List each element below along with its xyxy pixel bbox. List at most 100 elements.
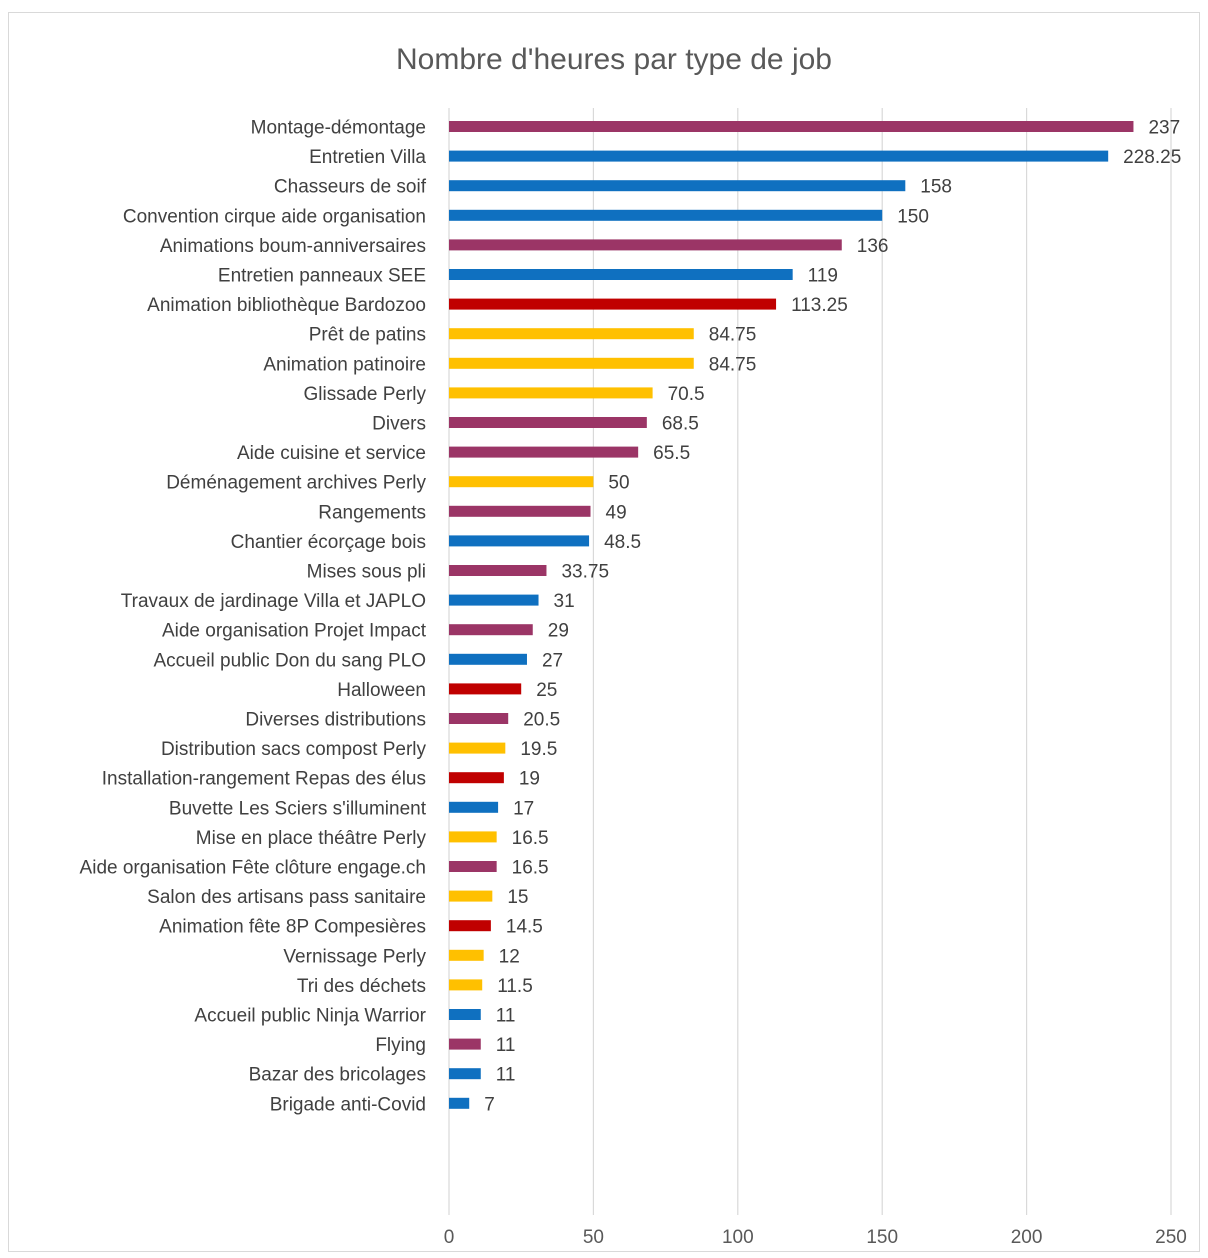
- category-label: Divers: [372, 414, 426, 435]
- bar: [449, 476, 594, 488]
- data-label: 25: [536, 680, 557, 701]
- data-label: 49: [606, 502, 627, 523]
- data-label: 19: [519, 769, 540, 790]
- data-label: 14.5: [506, 917, 543, 938]
- data-label: 119: [808, 266, 838, 287]
- data-label: 70.5: [668, 384, 705, 405]
- data-label: 11.5: [497, 976, 533, 997]
- category-label: Tri des déchets: [297, 976, 426, 997]
- data-label: 27: [542, 650, 563, 671]
- bar: [449, 1068, 481, 1080]
- data-label: 19.5: [520, 739, 557, 760]
- category-label: Entretien Villa: [309, 147, 426, 168]
- category-label: Buvette Les Sciers s'illuminent: [169, 798, 427, 819]
- data-label: 48.5: [604, 532, 641, 553]
- bar: [449, 831, 497, 843]
- category-label: Mise en place théâtre Perly: [196, 828, 427, 849]
- data-label: 33.75: [561, 562, 609, 583]
- bar: [449, 713, 509, 724]
- data-label: 7: [484, 1094, 495, 1115]
- data-label: 11: [496, 1006, 516, 1027]
- category-label: Installation-rangement Repas des élus: [102, 769, 426, 790]
- data-label: 16.5: [512, 858, 549, 879]
- category-label: Chasseurs de soif: [274, 177, 427, 198]
- data-label: 68.5: [662, 414, 699, 435]
- data-label: 15: [507, 887, 528, 908]
- category-labels: Montage-démontage Entretien Villa Chasseur…: [80, 118, 427, 1116]
- bar: [449, 653, 527, 665]
- category-label: Animations boum-anniversaires: [160, 236, 426, 257]
- category-label: Aide organisation Projet Impact: [162, 621, 427, 642]
- category-label: Halloween: [337, 680, 426, 701]
- category-label: Flying: [375, 1035, 426, 1056]
- data-label: 158: [920, 177, 952, 198]
- category-label: Animation fête 8P Compesières: [159, 917, 426, 938]
- chart-title: Nombre d'heures par type de job: [396, 43, 832, 76]
- category-label: Entretien panneaux SEE: [218, 266, 426, 287]
- bar: [449, 180, 906, 192]
- category-label: Bazar des bricolages: [249, 1065, 426, 1086]
- x-tick-label: 150: [866, 1227, 898, 1248]
- category-label: Aide cuisine et service: [237, 443, 426, 464]
- category-label: Mises sous pli: [307, 562, 426, 583]
- bar: [449, 328, 694, 340]
- bar: [449, 890, 493, 902]
- category-label: Prêt de patins: [309, 325, 426, 346]
- category-label: Accueil public Ninja Warrior: [194, 1006, 426, 1027]
- bar: [449, 801, 499, 813]
- category-label: Diverses distributions: [245, 710, 426, 731]
- category-label: Déménagement archives Perly: [166, 473, 426, 494]
- category-label: Glissade Perly: [304, 384, 427, 405]
- bar: [449, 1038, 481, 1050]
- data-label: 84.75: [709, 354, 757, 375]
- data-labels: 237228.25158150136119113.2584.7584.7570.…: [484, 118, 1181, 1116]
- data-label: 11: [496, 1065, 516, 1086]
- data-label: 20.5: [523, 710, 560, 731]
- data-label: 11: [496, 1035, 516, 1056]
- x-tick-label: 250: [1155, 1227, 1187, 1248]
- category-label: Chantier écorçage bois: [231, 532, 426, 553]
- category-label: Distribution sacs compost Perly: [161, 739, 427, 760]
- category-label: Vernissage Perly: [283, 946, 426, 967]
- bar: [449, 920, 491, 932]
- bar: [449, 772, 504, 784]
- bar: [449, 239, 842, 251]
- data-label: 31: [554, 591, 575, 612]
- data-label: 150: [897, 206, 929, 227]
- bar: [449, 861, 497, 872]
- data-label: 65.5: [653, 443, 690, 464]
- x-axis-ticks: 0 50 100 150 200 250: [444, 1227, 1187, 1248]
- x-tick-label: 100: [722, 1227, 754, 1248]
- x-tick-label: 0: [444, 1227, 455, 1248]
- bar: [449, 1097, 470, 1109]
- bar: [449, 269, 793, 280]
- bar: [449, 150, 1109, 162]
- x-tick-label: 50: [583, 1227, 604, 1248]
- bars: [449, 121, 1134, 1109]
- bar: [449, 387, 653, 399]
- bar: [449, 742, 506, 754]
- category-label: Rangements: [318, 502, 426, 523]
- data-label: 136: [857, 236, 889, 257]
- bar: [449, 417, 647, 428]
- category-label: Accueil public Don du sang PLO: [154, 650, 427, 671]
- bar: [449, 565, 547, 576]
- category-label: Animation patinoire: [263, 354, 426, 375]
- data-label: 12: [499, 946, 520, 967]
- category-label: Montage-démontage: [251, 118, 426, 139]
- bar: [449, 1009, 481, 1020]
- data-label: 16.5: [512, 828, 549, 849]
- bar: [449, 209, 883, 221]
- category-label: Convention cirque aide organisation: [123, 206, 426, 227]
- bar: [449, 121, 1134, 132]
- data-label: 113.25: [791, 295, 848, 316]
- category-label: Aide organisation Fête clôture engage.ch: [80, 858, 426, 879]
- bar: [449, 979, 483, 991]
- category-label: Brigade anti-Covid: [270, 1094, 426, 1115]
- bar: [449, 949, 484, 961]
- data-label: 228.25: [1123, 147, 1181, 168]
- bar: [449, 624, 533, 636]
- bar: [449, 594, 539, 606]
- bar: [449, 357, 694, 369]
